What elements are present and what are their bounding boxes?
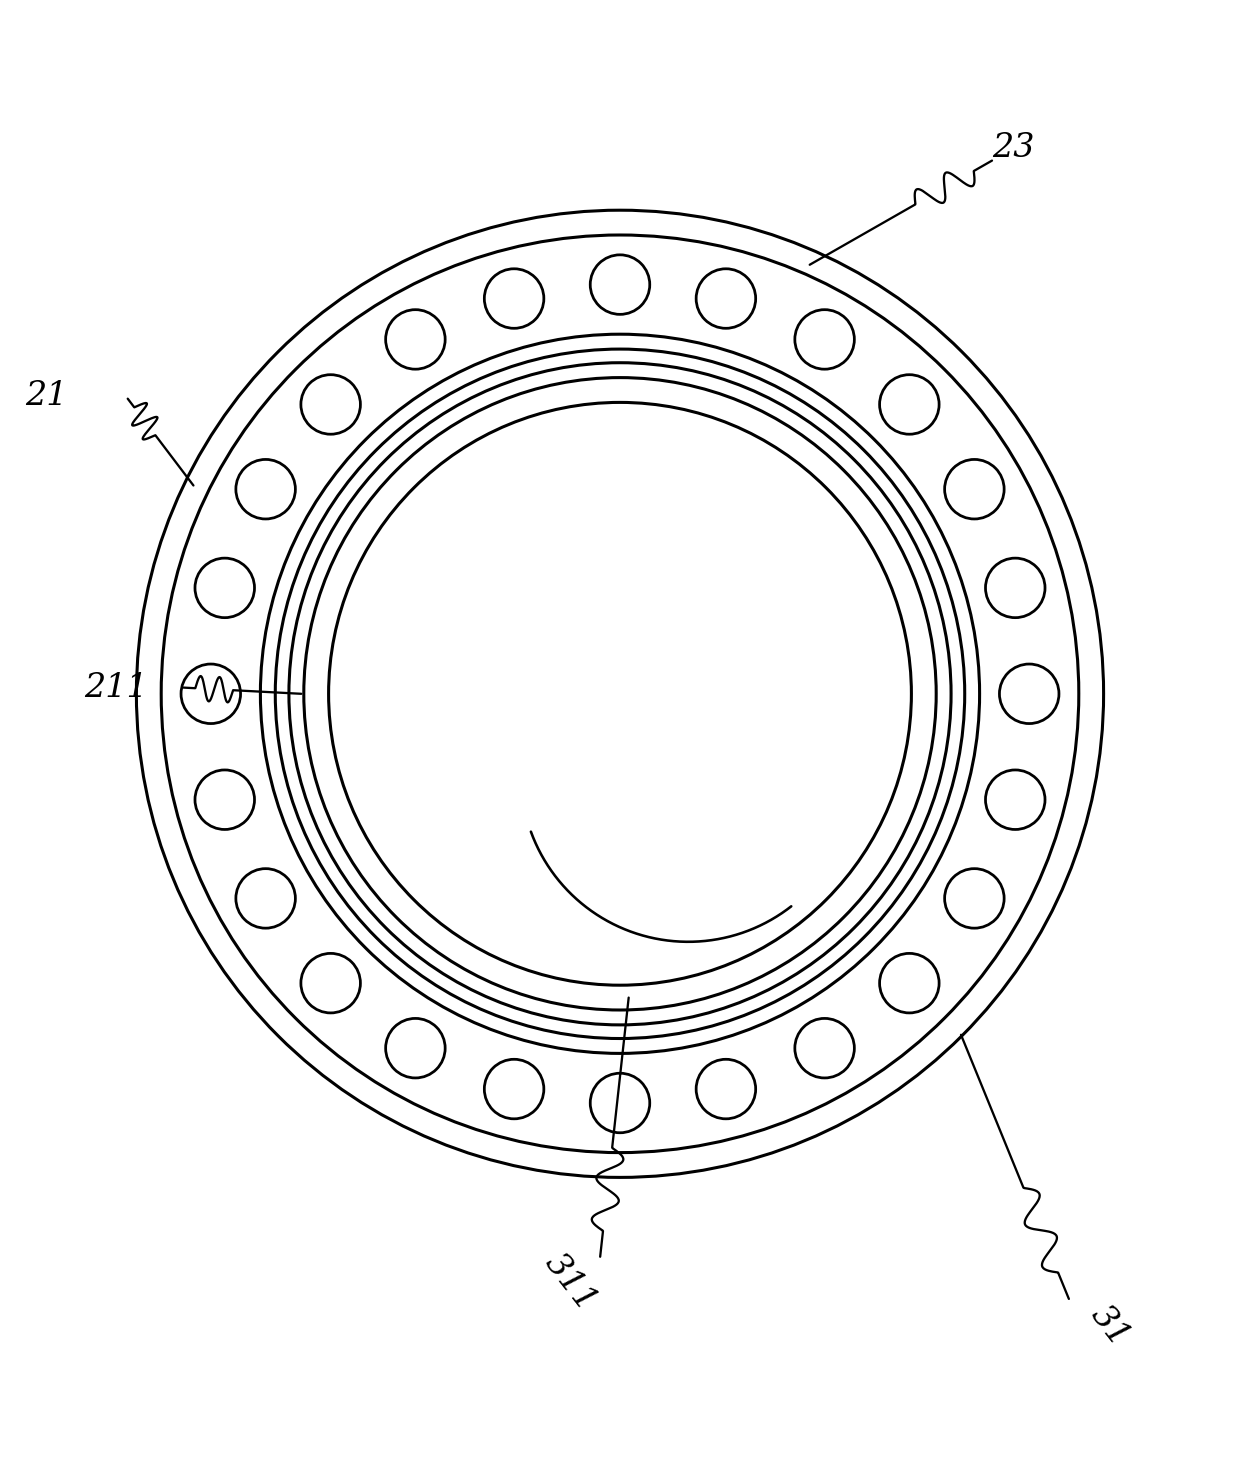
Text: 211: 211	[84, 671, 148, 703]
Text: 21: 21	[25, 380, 67, 412]
Text: 31: 31	[1084, 1300, 1136, 1352]
Text: 311: 311	[538, 1249, 603, 1317]
Text: 23: 23	[992, 132, 1034, 164]
